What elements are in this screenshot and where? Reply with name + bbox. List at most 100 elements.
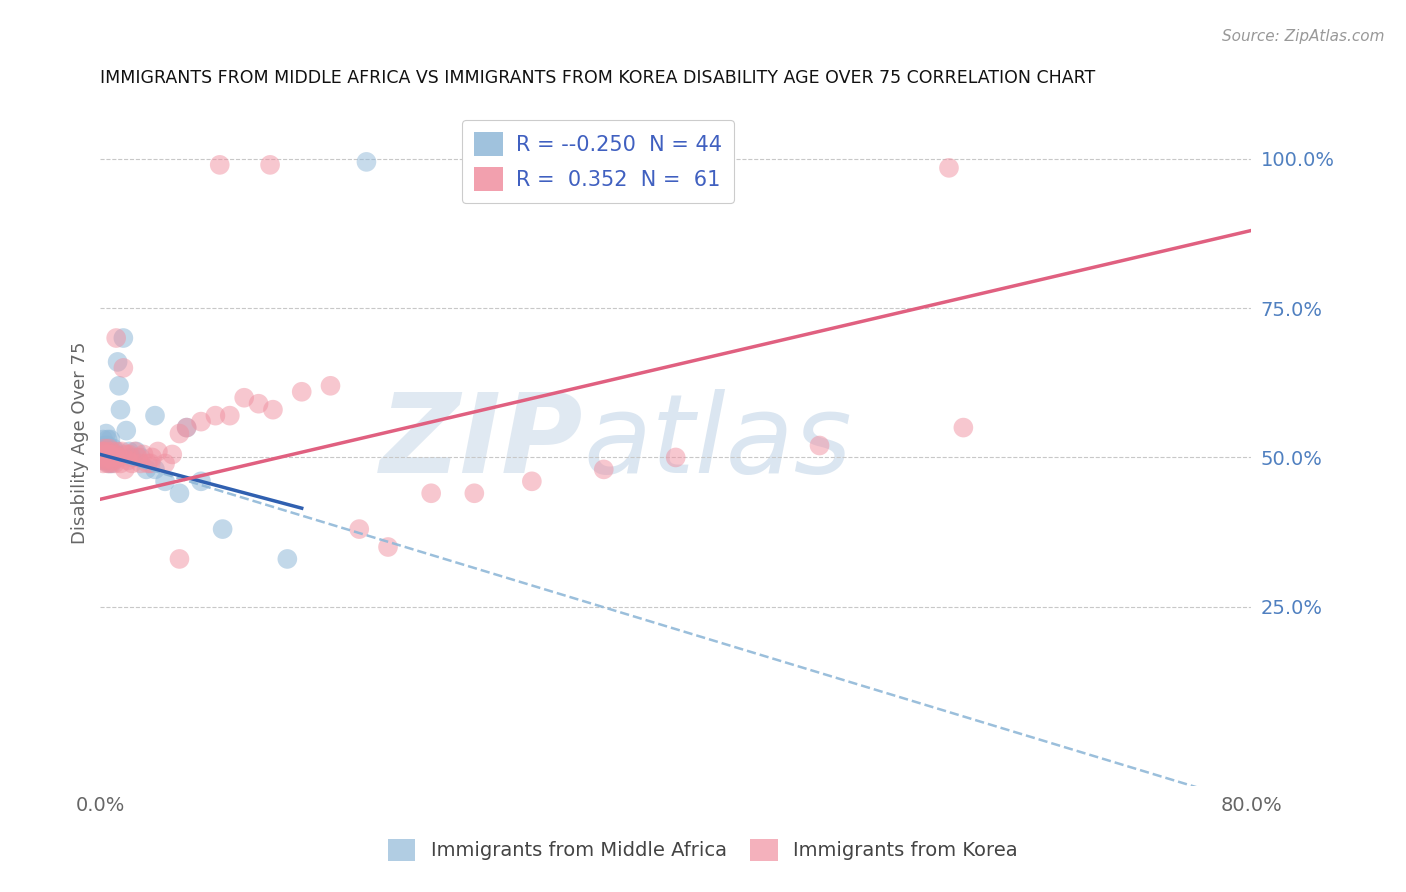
Point (420, 486, 443, 500)
Point (100, 447, 122, 461)
Point (143, 409, 166, 423)
Point (101, 444, 124, 458)
Point (112, 331, 135, 345)
Point (176, 420, 198, 434)
Point (211, 522, 233, 536)
Point (110, 457, 132, 471)
Point (104, 447, 127, 461)
Point (121, 457, 143, 471)
Point (101, 457, 124, 471)
Point (94, 444, 117, 458)
Point (129, 457, 152, 471)
Point (114, 462, 136, 476)
Point (96, 450, 118, 465)
Point (101, 444, 124, 458)
Point (90, 450, 112, 465)
Point (592, 158, 614, 172)
Point (291, 384, 314, 399)
Point (162, 447, 184, 461)
Text: ZIP: ZIP (380, 389, 583, 496)
Legend: R = --0.250  N = 44, R =  0.352  N =  61: R = --0.250 N = 44, R = 0.352 N = 61 (461, 120, 734, 203)
Point (100, 433, 122, 447)
Point (93, 442, 115, 456)
Point (111, 444, 134, 458)
Point (125, 444, 148, 458)
Point (176, 420, 198, 434)
Point (135, 462, 157, 476)
Point (356, 154, 378, 169)
Point (93, 447, 115, 461)
Text: Source: ZipAtlas.com: Source: ZipAtlas.com (1222, 29, 1385, 44)
Point (233, 391, 256, 405)
Point (107, 444, 129, 458)
Point (262, 402, 284, 417)
Point (103, 453, 125, 467)
Point (104, 444, 127, 458)
Y-axis label: Disability Age Over 75: Disability Age Over 75 (72, 342, 89, 544)
Point (100, 457, 122, 471)
Point (208, 158, 231, 172)
Point (132, 447, 155, 461)
Point (153, 457, 176, 471)
Point (93, 438, 115, 452)
Point (276, 552, 298, 566)
Legend: Immigrants from Middle Africa, Immigrants from Korea: Immigrants from Middle Africa, Immigrant… (381, 830, 1025, 869)
Point (101, 450, 124, 465)
Point (96, 447, 118, 461)
Point (115, 424, 138, 438)
Point (108, 450, 131, 465)
Point (90, 453, 112, 467)
Text: IMMIGRANTS FROM MIDDLE AFRICA VS IMMIGRANTS FROM KOREA DISABILITY AGE OVER 75 CO: IMMIGRANTS FROM MIDDLE AFRICA VS IMMIGRA… (100, 69, 1095, 87)
Point (90, 444, 112, 458)
Point (520, 475, 543, 489)
Point (139, 457, 162, 471)
Point (121, 450, 143, 465)
Point (94, 426, 117, 441)
Point (100, 447, 122, 461)
Point (91, 450, 114, 465)
Point (118, 447, 141, 461)
Point (190, 415, 212, 429)
Point (105, 331, 128, 345)
Point (90, 447, 112, 461)
Point (96, 457, 118, 471)
Point (129, 450, 152, 465)
Point (118, 444, 141, 458)
Point (169, 552, 191, 566)
Point (115, 447, 138, 461)
Point (124, 444, 146, 458)
Point (96, 433, 118, 447)
Point (127, 450, 149, 465)
Point (103, 442, 125, 456)
Point (938, 161, 960, 175)
Point (94, 453, 117, 467)
Point (108, 378, 131, 392)
Point (141, 450, 163, 465)
Point (136, 457, 159, 471)
Point (104, 457, 127, 471)
Point (91, 442, 114, 456)
Point (93, 450, 115, 465)
Point (98, 442, 121, 456)
Point (592, 462, 614, 476)
Point (94, 444, 117, 458)
Point (90, 444, 112, 458)
Point (91, 433, 114, 447)
Point (247, 397, 270, 411)
Point (463, 486, 485, 500)
Point (91, 444, 114, 458)
Point (143, 462, 166, 476)
Point (112, 360, 135, 375)
Point (105, 447, 128, 461)
Point (377, 540, 399, 554)
Point (259, 158, 281, 172)
Point (93, 444, 115, 458)
Point (153, 475, 176, 489)
Point (104, 450, 127, 465)
Point (91, 453, 114, 467)
Point (169, 426, 191, 441)
Point (190, 475, 212, 489)
Point (146, 444, 169, 458)
Point (665, 450, 688, 465)
Point (107, 355, 129, 369)
